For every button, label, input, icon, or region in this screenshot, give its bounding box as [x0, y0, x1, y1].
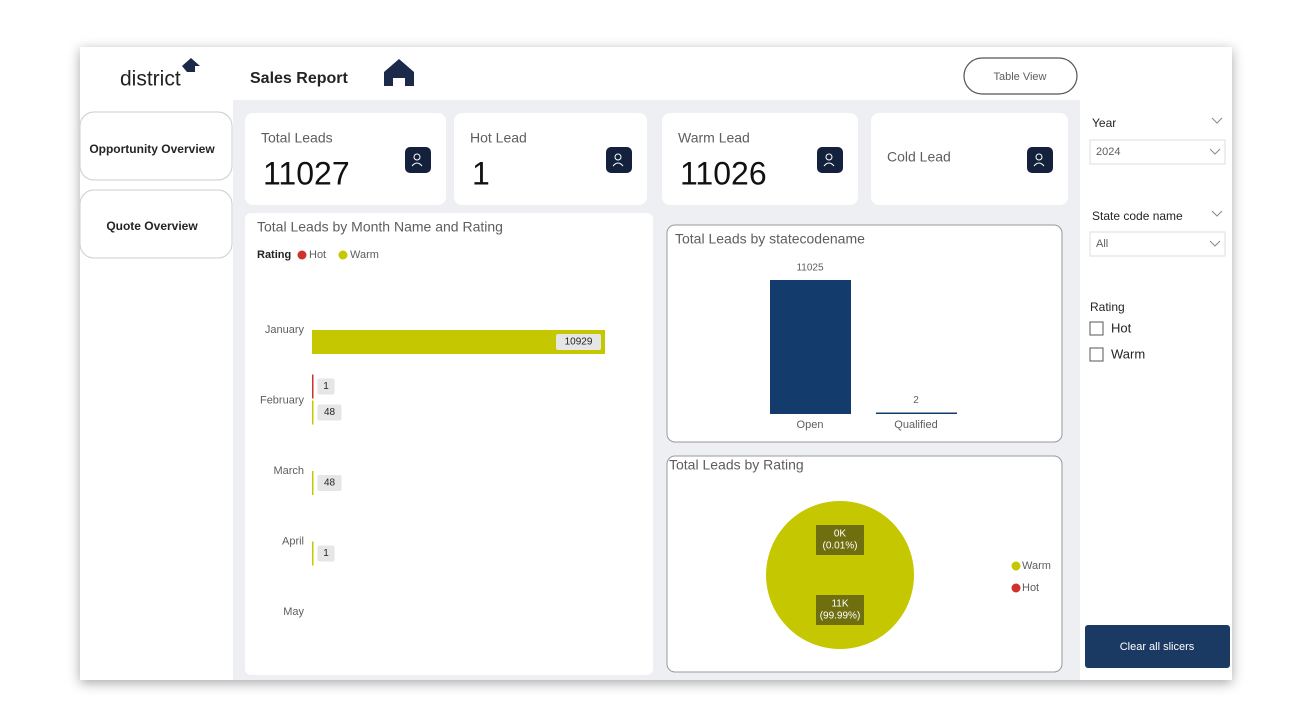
checkbox[interactable]	[1089, 347, 1104, 362]
logo-mark	[182, 58, 200, 72]
kpi-label: Total Leads	[261, 130, 333, 146]
clear-button-label: Clear all slicers	[1120, 641, 1195, 653]
data-label-box	[317, 378, 335, 395]
kpi-icon-glyph	[1033, 162, 1045, 167]
logo: district	[120, 68, 181, 91]
x-tick-label: Qualified	[894, 419, 937, 431]
data-label-box	[816, 525, 864, 555]
nav-tab-label: Opportunity Overview	[89, 142, 215, 156]
slicer-label: Year	[1092, 116, 1116, 130]
kpi-icon-glyph	[1035, 153, 1043, 161]
data-label-box	[317, 404, 342, 421]
bar	[312, 400, 314, 425]
kpi-card	[871, 113, 1068, 205]
chart-panel	[245, 213, 653, 675]
data-label: 1	[323, 381, 329, 392]
data-label-box	[317, 545, 335, 562]
y-tick-label: February	[260, 394, 305, 406]
nav-tab-label: Quote Overview	[106, 219, 198, 233]
data-label: (99.99%)	[820, 611, 861, 622]
slicer-label: Rating	[1090, 300, 1125, 314]
chevron[interactable]	[1211, 117, 1223, 124]
nav-tab[interactable]	[79, 189, 233, 259]
legend-marker	[1011, 583, 1021, 593]
y-tick-label: May	[283, 606, 304, 618]
chart-title: Total Leads by Month Name and Rating	[257, 219, 503, 235]
chevron	[1209, 148, 1221, 155]
bar	[876, 412, 957, 414]
data-label: 10929	[565, 337, 593, 348]
data-label: 2	[913, 395, 919, 406]
checkbox[interactable]	[1089, 321, 1104, 336]
chevron[interactable]	[1211, 210, 1223, 217]
legend-title: Rating	[257, 249, 291, 261]
dropdown[interactable]	[1089, 231, 1226, 257]
bar	[770, 280, 851, 414]
kpi-card	[245, 113, 446, 205]
dropdown-value: 2024	[1096, 146, 1120, 158]
legend-marker	[338, 250, 348, 260]
y-tick-label: January	[265, 324, 305, 336]
y-tick-label: March	[273, 465, 304, 477]
bar	[312, 374, 314, 399]
data-label: 11K	[831, 599, 848, 610]
data-label: 11025	[796, 263, 824, 274]
kpi-value: 11026	[680, 155, 767, 191]
nav-tab[interactable]	[79, 111, 233, 181]
data-label-box	[556, 334, 601, 350]
legend-label: Hot	[1022, 582, 1039, 594]
checkbox-label: Warm	[1111, 346, 1145, 361]
table-view-button[interactable]	[963, 57, 1078, 95]
kpi-icon-glyph	[411, 162, 423, 167]
data-label: (0.01%)	[822, 541, 857, 552]
dropdown-value: All	[1096, 238, 1108, 250]
chevron	[1209, 240, 1221, 247]
home-icon[interactable]	[384, 59, 414, 86]
legend-marker	[1011, 561, 1021, 571]
clear-button[interactable]	[1085, 625, 1230, 668]
data-label: 48	[324, 407, 336, 418]
data-label: 48	[324, 478, 336, 489]
y-tick-label: April	[282, 535, 304, 547]
kpi-icon-glyph	[413, 153, 421, 161]
kpi-value: 1	[472, 155, 490, 191]
data-label: 0K	[834, 529, 847, 540]
kpi-label: Cold Lead	[887, 149, 951, 165]
legend-marker	[297, 250, 307, 260]
data-label-box	[816, 595, 864, 625]
data-label-box	[317, 475, 342, 491]
kpi-icon-glyph	[823, 162, 835, 167]
kpi-icon-glyph	[825, 153, 833, 161]
kpi-icon-glyph	[612, 162, 624, 167]
data-label: 1	[323, 548, 329, 559]
chart-title: Total Leads by Rating	[669, 457, 804, 473]
bar	[312, 471, 314, 495]
table-view-label: Table View	[994, 71, 1047, 83]
chart-panel	[666, 224, 1063, 443]
kpi-label: Hot Lead	[470, 130, 527, 146]
kpi-icon-glyph	[614, 153, 622, 161]
slicer-label: State code name	[1092, 209, 1183, 223]
kpi-label: Warm Lead	[678, 130, 750, 146]
dropdown[interactable]	[1089, 139, 1226, 165]
legend-label: Warm	[350, 249, 379, 261]
legend-label: Warm	[1022, 560, 1051, 572]
legend-label: Hot	[309, 249, 326, 261]
kpi-card	[454, 113, 647, 205]
report-title: Sales Report	[250, 70, 348, 87]
kpi-value: 11027	[263, 155, 350, 191]
x-tick-label: Open	[797, 419, 824, 431]
chart-title: Total Leads by statecodename	[675, 231, 865, 247]
pie-slice	[766, 501, 915, 649]
bar	[312, 541, 314, 566]
kpi-card	[662, 113, 858, 205]
checkbox-label: Hot	[1111, 320, 1132, 335]
